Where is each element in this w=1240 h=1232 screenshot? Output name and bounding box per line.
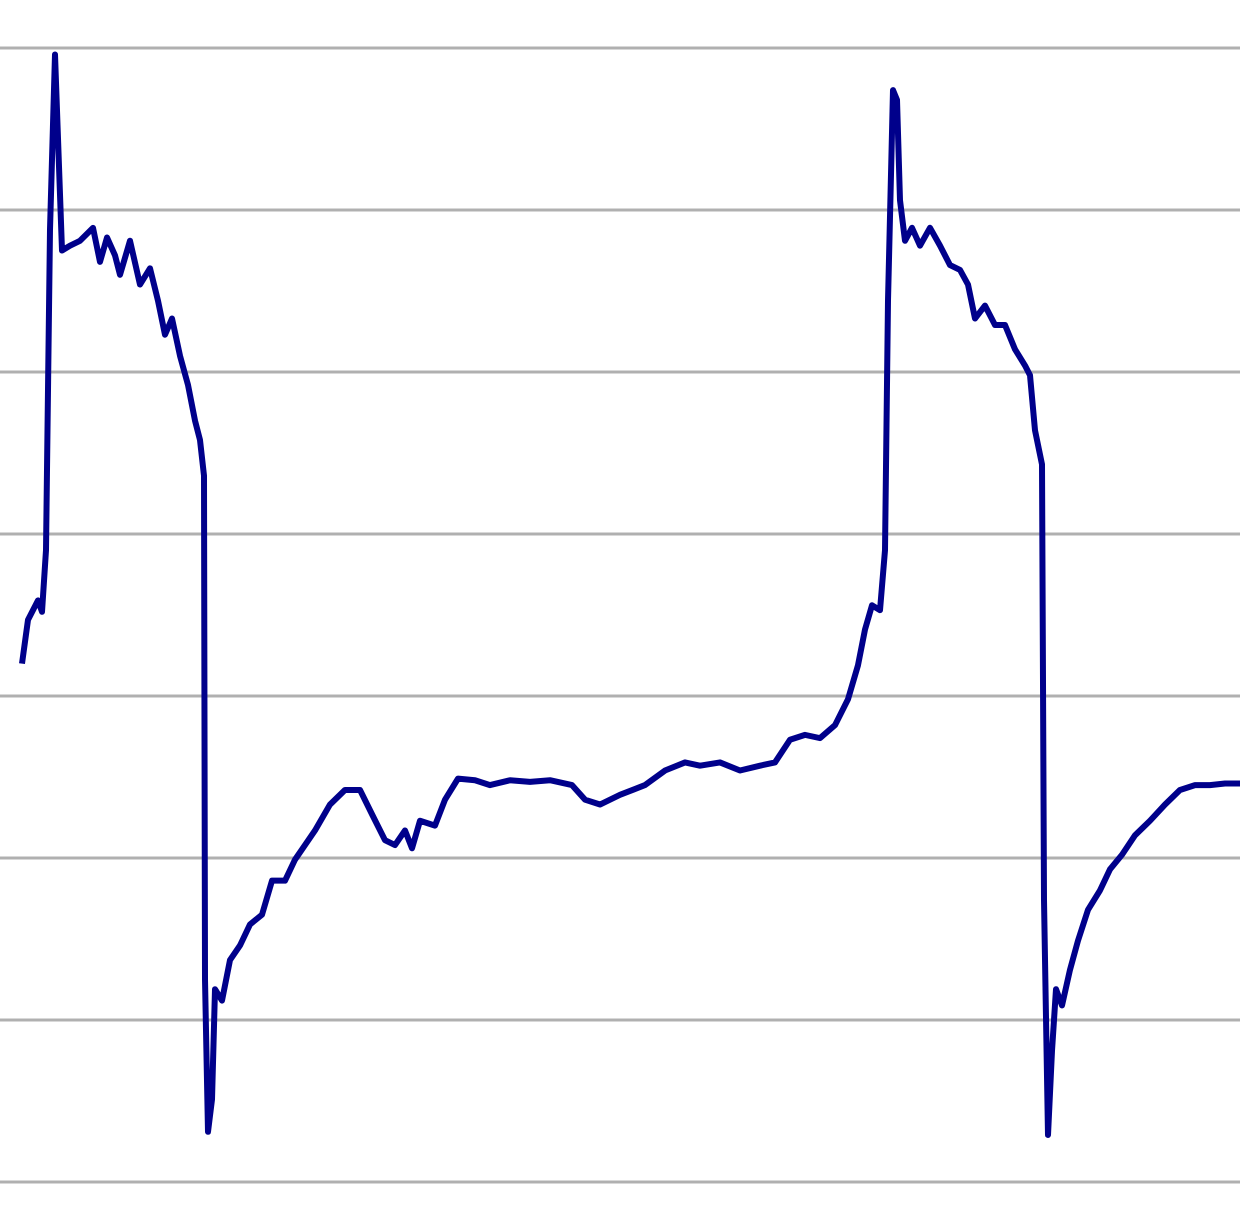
data-line (19, 51, 1240, 1139)
